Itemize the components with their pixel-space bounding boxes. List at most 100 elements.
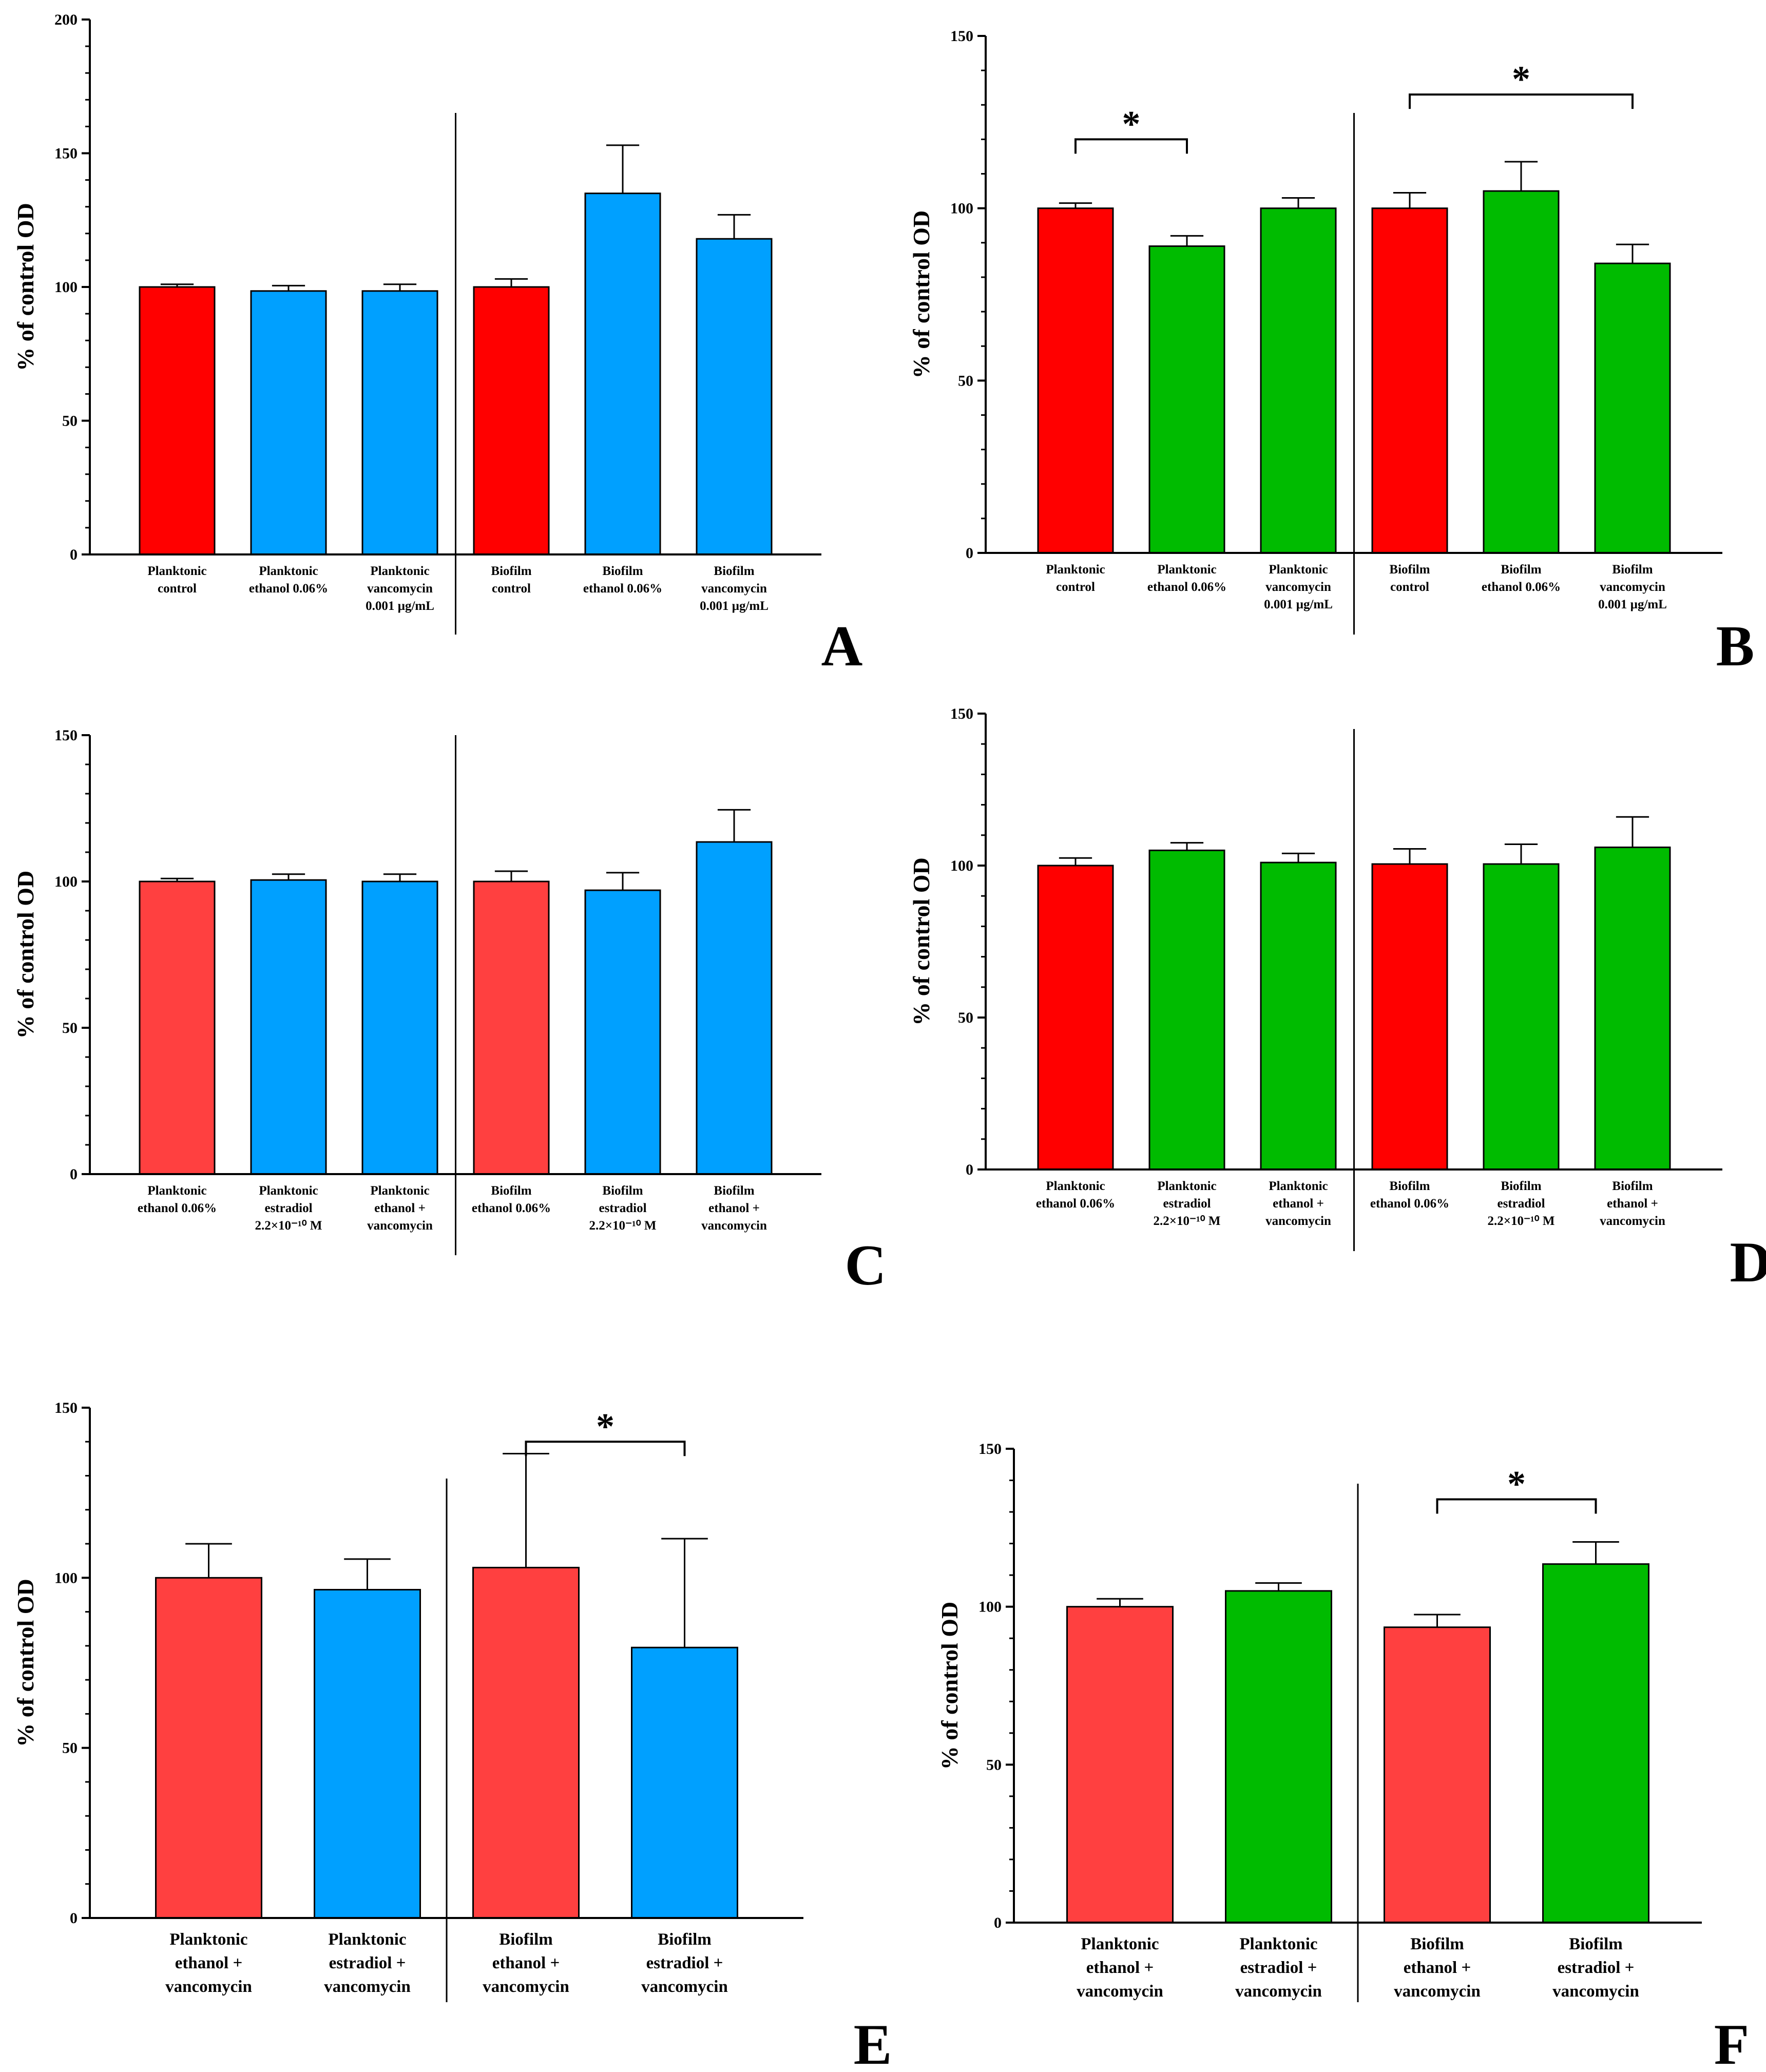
bar-1 <box>139 880 216 1175</box>
error-bar-2 <box>344 1558 391 1590</box>
x-category-line: ethanol 0.06% <box>138 1201 217 1215</box>
x-category-line: ethanol + <box>708 1201 760 1215</box>
bar-4 <box>1371 863 1448 1171</box>
error-bar-3 <box>1281 197 1315 208</box>
error-bar-1 <box>1059 857 1092 866</box>
bar-2 <box>1225 1590 1332 1924</box>
bar-6 <box>696 841 773 1175</box>
y-tick-label-50: 50 <box>62 1740 78 1757</box>
x-category-label-2: Planktonic ethanol 0.06% <box>249 564 328 596</box>
x-category-line: Biofilm <box>1612 1179 1653 1193</box>
x-category-label-2: Planktonic estradiol + vancomycin <box>1235 1935 1322 2001</box>
y-tick-label-150: 150 <box>54 727 78 744</box>
error-bar-3 <box>383 873 417 881</box>
bracket-line <box>1409 93 1634 109</box>
x-category-label-2: Planktonic estradiol + vancomycin <box>324 1930 411 1996</box>
x-category-label-4: Biofilm control <box>491 564 531 596</box>
x-category-label-3: Planktonic ethanol + vancomycin <box>1265 1179 1331 1228</box>
x-category-label-3: Biofilm ethanol + vancomycin <box>1394 1935 1481 2001</box>
x-category-line: estradiol + <box>329 1954 406 1972</box>
x-category-line: ethanol + <box>1086 1959 1154 1977</box>
x-category-line: vancomycin <box>701 1219 767 1233</box>
x-category-label-3: Planktonic ethanol + vancomycin <box>367 1184 433 1233</box>
x-category-line: vancomycin <box>483 1978 569 1996</box>
x-category-line: Planktonic <box>370 1184 429 1198</box>
x-category-label-1: Planktonic ethanol + vancomycin <box>1077 1935 1163 2001</box>
x-category-line: Planktonic <box>328 1930 406 1949</box>
x-category-line: Planktonic <box>259 1184 318 1198</box>
x-category-line: Planktonic <box>147 1184 206 1198</box>
x-category-line: vancomycin <box>1600 580 1665 594</box>
significance-star: * <box>1512 59 1530 100</box>
error-bar-4 <box>1393 191 1427 208</box>
error-bar-1 <box>185 1543 232 1578</box>
x-category-label-1: Planktonic control <box>1046 563 1105 594</box>
bracket-line <box>1436 1498 1597 1514</box>
panel-letter-f: F <box>1714 2013 1749 2072</box>
error-bar-5 <box>606 144 640 194</box>
error-bar-6 <box>717 809 751 842</box>
x-category-label-5: Biofilm ethanol 0.06% <box>1482 563 1561 594</box>
x-category-label-6: Biofilm vancomycin 0.001 µg/mL <box>700 564 769 613</box>
significance-bracket-1: * <box>1436 1463 1597 1514</box>
x-category-line: vancomycin <box>1265 1214 1331 1228</box>
x-category-line: Biofilm <box>714 564 754 578</box>
y-tick-label-0: 0 <box>70 1910 78 1927</box>
bar-3 <box>472 1566 580 1919</box>
error-bar-6 <box>1616 816 1649 848</box>
x-category-line: Biofilm <box>1612 563 1653 577</box>
x-category-line: estradiol <box>1497 1197 1545 1211</box>
significance-star: * <box>1507 1463 1526 1504</box>
x-category-line: ethanol 0.06% <box>1370 1197 1449 1211</box>
x-category-line: Planktonic <box>1081 1935 1159 1953</box>
x-category-line: vancomycin <box>641 1978 728 1996</box>
x-category-line: Planktonic <box>1046 1179 1105 1193</box>
error-bar-4 <box>1393 848 1427 865</box>
y-tick-label-100: 100 <box>54 1569 78 1586</box>
x-category-line: Planktonic <box>1239 1935 1317 1953</box>
x-category-line: control <box>492 582 531 596</box>
x-category-label-4: Biofilm estradiol + vancomycin <box>641 1930 728 1996</box>
y-tick-label-0: 0 <box>994 1914 1002 1931</box>
x-category-line: ethanol + <box>374 1201 426 1215</box>
y-tick-label-50: 50 <box>62 413 78 430</box>
bar-4 <box>1542 1563 1649 1924</box>
x-category-label-4: Biofilm ethanol 0.06% <box>472 1184 551 1215</box>
x-category-label-5: Biofilm ethanol 0.06% <box>583 564 662 596</box>
y-tick-label-100: 100 <box>54 279 78 296</box>
x-category-line: Planktonic <box>370 564 429 578</box>
y-tick-label-100: 100 <box>978 1599 1002 1616</box>
x-category-line: Biofilm <box>714 1184 754 1198</box>
bar-2 <box>250 879 327 1175</box>
error-bar-3 <box>1281 852 1315 863</box>
x-category-line: control <box>158 582 197 596</box>
error-bar-2 <box>272 873 305 880</box>
x-category-line: Biofilm <box>1569 1935 1623 1953</box>
panel-c: 0 50 100 150 % of control OD Planktonic ethano… <box>12 727 886 1297</box>
x-category-label-3: Biofilm ethanol + vancomycin <box>483 1930 569 1996</box>
x-category-line: Biofilm <box>491 1184 531 1198</box>
x-category-line: vancomycin <box>324 1978 411 1996</box>
error-bar-5 <box>1504 161 1538 191</box>
x-category-line: ethanol 0.06% <box>249 582 328 596</box>
x-category-line: vancomycin <box>1552 1982 1639 2001</box>
x-category-label-5: Biofilm estradiol 2.2×10⁻¹⁰ M <box>589 1184 656 1233</box>
panel-b: 0 50 100 150 % of control OD Planktonic contro… <box>908 28 1754 678</box>
significance-star: * <box>596 1406 615 1447</box>
bar-1 <box>1037 865 1114 1171</box>
y-axis-title: % of control OD <box>12 203 39 371</box>
x-category-line: Planktonic <box>1157 1179 1216 1193</box>
panel-d: 0 50 100 150 % of control OD Planktonic ethano… <box>908 705 1766 1294</box>
bar-5 <box>1483 190 1560 554</box>
y-tick-label-0: 0 <box>70 546 78 563</box>
x-category-line: Planktonic <box>1046 563 1105 577</box>
bar-6 <box>696 238 773 555</box>
panel-letter-b: B <box>1716 615 1755 678</box>
x-category-line: vancomycin <box>701 582 767 596</box>
y-tick-label-0: 0 <box>966 1161 973 1178</box>
bar-2 <box>1148 245 1225 554</box>
x-category-line: 2.2×10⁻¹⁰ M <box>255 1219 322 1233</box>
error-bar-2 <box>1170 842 1204 851</box>
x-category-line: 0.001 µg/mL <box>1598 598 1667 611</box>
